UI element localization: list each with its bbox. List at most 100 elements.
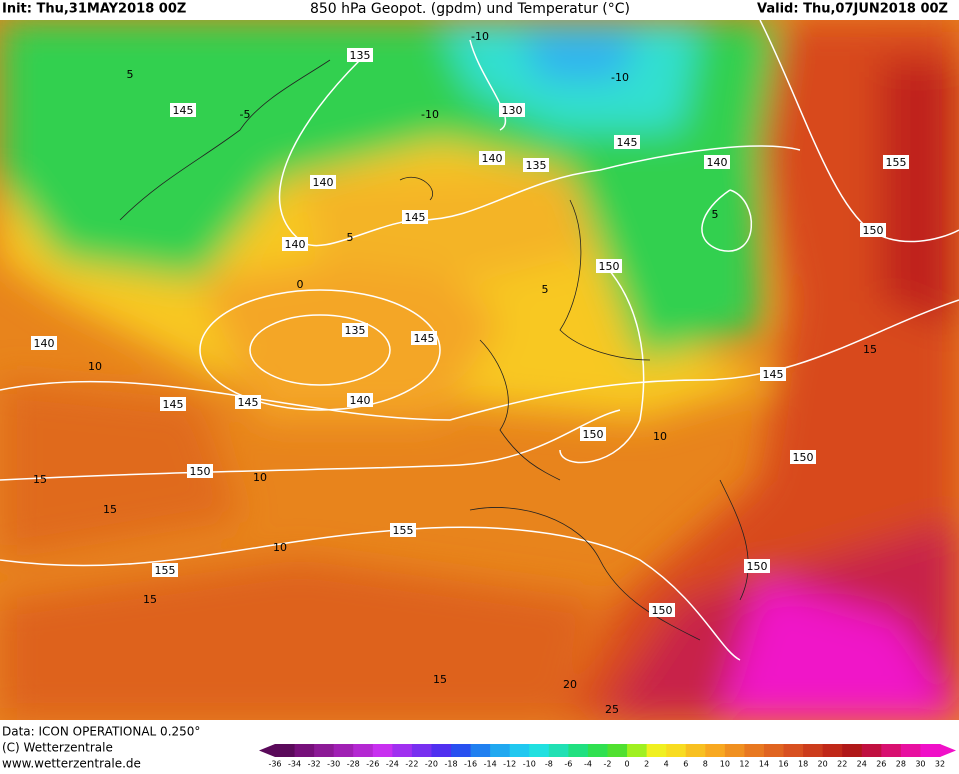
label-box bbox=[390, 523, 416, 537]
label-box bbox=[187, 464, 213, 478]
colorbar-label: -10 bbox=[523, 760, 536, 769]
colorbar-label: 0 bbox=[625, 760, 630, 769]
geopotential-label: 150 bbox=[187, 464, 213, 478]
label-box bbox=[499, 103, 525, 117]
geopotential-value: 140 bbox=[34, 337, 55, 350]
geopotential-value: 145 bbox=[173, 104, 194, 117]
geopotential-value: 150 bbox=[793, 451, 814, 464]
colorbar-label: 2 bbox=[644, 760, 649, 769]
geopotential-label: 135 bbox=[342, 323, 368, 337]
geopotential-label: 135 bbox=[523, 158, 549, 172]
colorbar-label: -20 bbox=[425, 760, 438, 769]
temperature-value: 5 bbox=[542, 283, 549, 296]
label-box bbox=[170, 103, 196, 117]
colorbar-swatch bbox=[803, 744, 824, 757]
copyright: (C) Wetterzentrale bbox=[2, 741, 113, 755]
header-bar bbox=[0, 0, 959, 20]
init-text: Init: Thu,31MAY2018 00Z bbox=[2, 2, 186, 17]
label-box bbox=[760, 367, 786, 381]
map-title: 850 hPa Geopot. (gpdm) und Temperatur (°… bbox=[310, 1, 630, 17]
colorbar-swatch bbox=[392, 744, 413, 757]
geopotential-value: 145 bbox=[238, 396, 259, 409]
colorbar-label: -36 bbox=[268, 760, 281, 769]
colorbar-label: 12 bbox=[739, 760, 749, 769]
geopotential-label: 140 bbox=[31, 336, 57, 350]
colorbar-swatch bbox=[705, 744, 726, 757]
geopotential-value: 140 bbox=[313, 176, 334, 189]
geopotential-value: 130 bbox=[502, 104, 523, 117]
colorbar-swatch bbox=[920, 744, 941, 757]
label-box bbox=[479, 151, 505, 165]
geopotential-label: 155 bbox=[152, 563, 178, 577]
temperature-value: 5 bbox=[347, 231, 354, 244]
colorbar-swatch bbox=[470, 744, 491, 757]
colorbar-swatch bbox=[666, 744, 687, 757]
geopotential-label: 150 bbox=[744, 559, 770, 573]
colorbar-swatch bbox=[451, 744, 472, 757]
label-box bbox=[580, 427, 606, 441]
geopotential-label: 130 bbox=[499, 103, 525, 117]
label-box bbox=[347, 48, 373, 62]
temperature-value: -10 bbox=[471, 30, 489, 43]
geopotential-value: 150 bbox=[652, 604, 673, 617]
geopotential-label: 145 bbox=[170, 103, 196, 117]
colorbar-swatch bbox=[627, 744, 648, 757]
colorbar-swatch bbox=[568, 744, 589, 757]
colorbar-swatch bbox=[529, 744, 550, 757]
label-box bbox=[860, 223, 886, 237]
label-box bbox=[411, 331, 437, 345]
colorbar-swatch bbox=[822, 744, 843, 757]
temperature-value: 10 bbox=[253, 471, 267, 484]
colorbar-label: 10 bbox=[720, 760, 730, 769]
colorbar-swatch bbox=[353, 744, 374, 757]
geopotential-value: 135 bbox=[350, 49, 371, 62]
geopotential-value: 140 bbox=[350, 394, 371, 407]
geopotential-label: 155 bbox=[390, 523, 416, 537]
colorbar-swatch bbox=[548, 744, 569, 757]
colorbar-label: -30 bbox=[327, 760, 340, 769]
temperature-labels: -10 -10 -10 -5 0 5 5 10 5 10 15 15 15 20 25 10 15 15 10 5 bbox=[33, 30, 877, 716]
label-box bbox=[883, 155, 909, 169]
geopotential-value: 145 bbox=[163, 398, 184, 411]
geopotential-value: 145 bbox=[414, 332, 435, 345]
data-source: Data: ICON OPERATIONAL 0.250° bbox=[2, 725, 200, 739]
colorbar-label: -2 bbox=[604, 760, 612, 769]
colorbar-swatch bbox=[842, 744, 863, 757]
temperature-field bbox=[0, 20, 959, 720]
colorbar-label: 8 bbox=[703, 760, 708, 769]
colorbar-label: -28 bbox=[347, 760, 360, 769]
label-box bbox=[282, 237, 308, 251]
colorbar-label: 30 bbox=[915, 760, 925, 769]
label-box bbox=[523, 158, 549, 172]
geopotential-label: 145 bbox=[411, 331, 437, 345]
geopotential-value: 150 bbox=[190, 465, 211, 478]
coastlines bbox=[119, 59, 749, 641]
colorbar-label: 28 bbox=[896, 760, 906, 769]
colorbar-swatch bbox=[783, 744, 804, 757]
geopotential-label: 140 bbox=[282, 237, 308, 251]
colorbar-label: -18 bbox=[444, 760, 457, 769]
colorbar-label: -4 bbox=[584, 760, 592, 769]
colorbar-label: -24 bbox=[386, 760, 399, 769]
geopotential-label: 140 bbox=[310, 175, 336, 189]
colorbar-label: 14 bbox=[759, 760, 769, 769]
temperature-value: 0 bbox=[297, 278, 304, 291]
temperature-value: 15 bbox=[433, 673, 447, 686]
colorbar-label: 22 bbox=[837, 760, 847, 769]
temperature-value: 15 bbox=[863, 343, 877, 356]
temperature-value: 15 bbox=[103, 503, 117, 516]
colorbar-label: 6 bbox=[683, 760, 688, 769]
label-box bbox=[347, 393, 373, 407]
valid-text: Valid: Thu,07JUN2018 00Z bbox=[757, 2, 948, 17]
geopotential-contours bbox=[0, 20, 959, 661]
colorbar-label: -6 bbox=[564, 760, 572, 769]
temperature-value: 15 bbox=[33, 473, 47, 486]
geopotential-label: 145 bbox=[160, 397, 186, 411]
geopotential-label: 135 bbox=[347, 48, 373, 62]
colorbar-swatch bbox=[607, 744, 628, 757]
label-box bbox=[614, 135, 640, 149]
colorbar-arrow-right bbox=[940, 744, 956, 757]
